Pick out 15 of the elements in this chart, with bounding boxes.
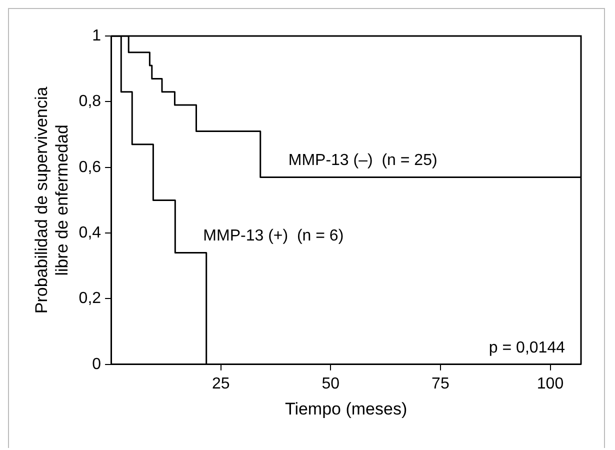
series-label: MMP-13 (–) (n = 25) — [288, 152, 438, 170]
x-tick-label: 100 — [536, 375, 564, 392]
y-tick-label: 0,2 — [78, 290, 102, 308]
y-tick-label: 0,6 — [78, 158, 102, 176]
x-tick-label: 25 — [212, 375, 230, 392]
y-tick-label: 1 — [92, 27, 102, 44]
series-label: MMP-13 (+) (n = 6) — [203, 228, 344, 245]
y-tick-label: 0,8 — [78, 93, 102, 110]
y-tick-label: 0 — [92, 356, 102, 373]
x-tick-label: 50 — [322, 375, 340, 392]
y-tick-label: 0,4 — [78, 224, 102, 242]
x-axis-title: Tiempo (meses) — [284, 399, 408, 418]
x-tick-label: 75 — [432, 375, 450, 392]
y-axis-title: Probabilidad de supervivencia libre de enfermedad — [32, 86, 72, 314]
annotation: p = 0,0144 — [488, 339, 566, 356]
